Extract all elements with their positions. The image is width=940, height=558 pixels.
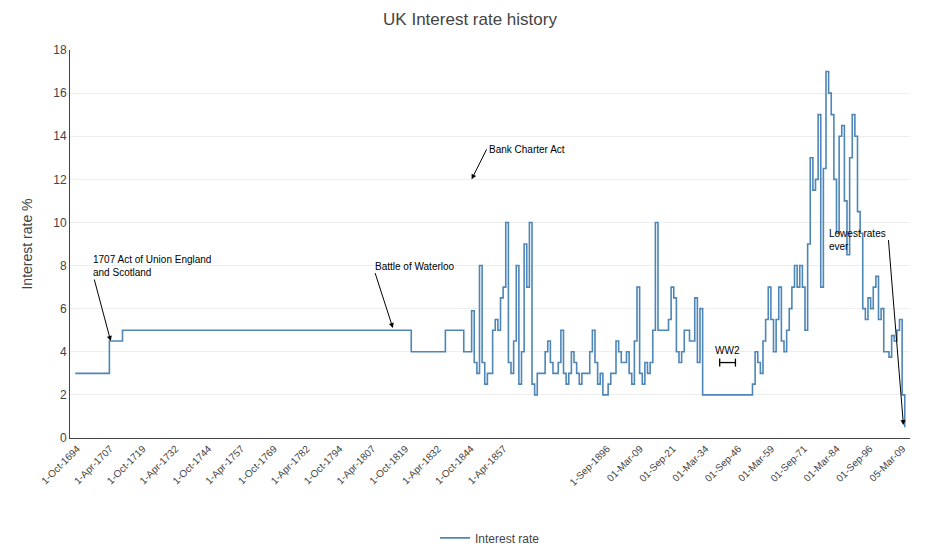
svg-text:1-Apr-1732: 1-Apr-1732	[137, 443, 180, 486]
svg-text:1-Sep-1896: 1-Sep-1896	[567, 443, 612, 488]
svg-text:01-Mar-34: 01-Mar-34	[670, 443, 711, 484]
svg-text:1-Apr-1782: 1-Apr-1782	[269, 443, 312, 486]
svg-text:UK Interest rate history: UK Interest rate history	[383, 10, 557, 29]
svg-text:1-Apr-1857: 1-Apr-1857	[466, 443, 509, 486]
svg-text:0: 0	[60, 431, 67, 445]
svg-text:4: 4	[60, 345, 67, 359]
svg-text:8: 8	[60, 259, 67, 273]
svg-text:1-Oct-1844: 1-Oct-1844	[433, 443, 476, 486]
svg-text:1-Apr-1757: 1-Apr-1757	[203, 443, 246, 486]
svg-text:01-Mar-59: 01-Mar-59	[736, 443, 777, 484]
svg-text:Interest rate %: Interest rate %	[19, 198, 35, 289]
svg-text:01-Sep-21: 01-Sep-21	[637, 443, 678, 484]
svg-text:1-Oct-1719: 1-Oct-1719	[105, 443, 148, 486]
svg-text:1-Oct-1819: 1-Oct-1819	[367, 443, 410, 486]
svg-text:Bank Charter Act: Bank Charter Act	[489, 144, 565, 155]
svg-text:01-Sep-96: 01-Sep-96	[834, 443, 875, 484]
svg-text:14: 14	[53, 129, 67, 143]
svg-text:2: 2	[60, 388, 67, 402]
svg-text:01-Mar-84: 01-Mar-84	[801, 443, 842, 484]
svg-text:1-Oct-1694: 1-Oct-1694	[39, 443, 82, 486]
svg-text:Interest rate: Interest rate	[475, 532, 539, 546]
svg-text:1-Apr-1707: 1-Apr-1707	[72, 443, 115, 486]
svg-text:1-Oct-1744: 1-Oct-1744	[170, 443, 213, 486]
svg-text:1707 Act of Union Englandand S: 1707 Act of Union Englandand Scotland	[93, 254, 211, 278]
svg-text:Battle of Waterloo: Battle of Waterloo	[375, 261, 455, 272]
svg-text:05-Mar-09: 05-Mar-09	[867, 443, 908, 484]
svg-text:6: 6	[60, 302, 67, 316]
svg-text:1-Oct-1769: 1-Oct-1769	[236, 443, 279, 486]
svg-text:1-Apr-1832: 1-Apr-1832	[400, 443, 443, 486]
svg-text:10: 10	[53, 216, 67, 230]
svg-text:01-Sep-71: 01-Sep-71	[768, 443, 809, 484]
svg-text:12: 12	[53, 173, 67, 187]
svg-text:16: 16	[53, 86, 67, 100]
svg-text:01-Mar-09: 01-Mar-09	[605, 443, 646, 484]
svg-text:1-Apr-1807: 1-Apr-1807	[334, 443, 377, 486]
svg-text:WW2: WW2	[715, 345, 740, 356]
svg-text:1-Oct-1794: 1-Oct-1794	[302, 443, 345, 486]
svg-text:18: 18	[53, 43, 67, 57]
svg-text:01-Sep-46: 01-Sep-46	[703, 443, 744, 484]
svg-text:Lowest ratesever: Lowest ratesever	[829, 228, 886, 252]
